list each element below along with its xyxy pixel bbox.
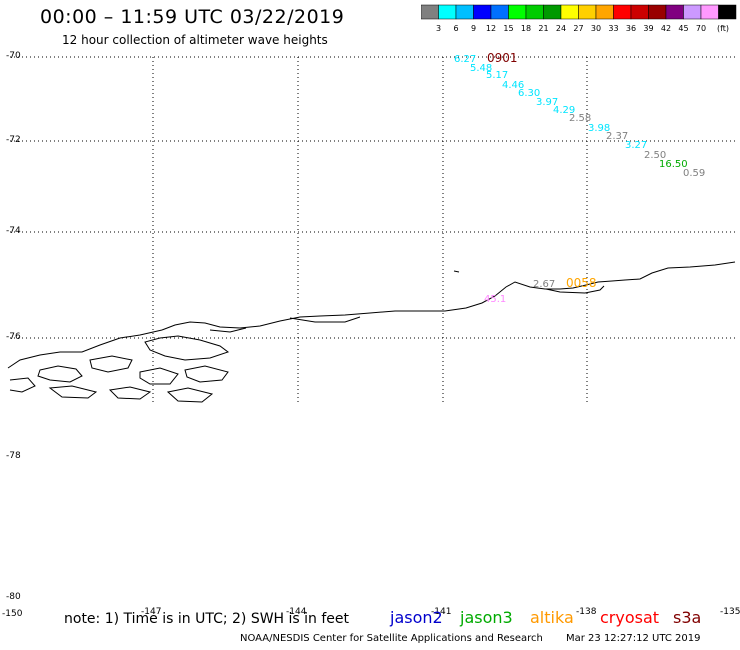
wave-height-label: 3.27 [625,140,647,151]
colorbar-tick-label: 45 [678,24,688,33]
colorbar-tick-label: 15 [503,24,513,33]
color-scale-legend: 3 6 9 12 15 18 21 24 27 30 33 36 39 42 45 70 (ft) [421,4,737,33]
island-5 [48,385,98,399]
wave-height-label: 6.27 [454,54,476,65]
shelf-inlet [545,285,605,294]
lat-label-80: -80 [6,592,21,602]
island-7 [166,387,214,403]
island-2 [89,355,133,373]
footer-note: note: 1) Time is in UTC; 2) SWH is in fe… [64,611,350,627]
wave-height-label: 16.50 [659,159,688,170]
sat-altika: altika [530,608,574,627]
island-6 [108,386,152,400]
ice-shelf-front [161,261,736,331]
wave-height-label: 2.50 [644,150,666,161]
colorbar-tick-label: 21 [538,24,548,33]
colorbar-tick-label: 30 [591,24,601,33]
wave-height-label: 0058 [566,276,597,290]
coastline [7,261,736,403]
colorbar-tick-label: 42 [661,24,671,33]
map-subtitle: 12 hour collection of altimeter wave hei… [62,33,328,47]
wave-height-label: 2.37 [606,131,628,142]
colorbar-tick-label: 39 [643,24,653,33]
colorbar-tick-label: 9 [471,24,476,33]
coast-west-1 [7,329,163,369]
colorbar-tick-label: 27 [573,24,583,33]
wave-height-label: 2.58 [569,113,591,124]
colorbar-swatch [718,4,737,20]
sat-s3a: s3a [673,608,702,627]
wave-height-label: 3.98 [588,123,610,134]
lon-label-147: -147 [141,607,162,617]
lon-label-135: -135 [720,607,740,617]
colorbar-tick-label: 24 [556,24,566,33]
island-3 [139,367,179,385]
lat-label-76: -76 [6,332,21,342]
colorbar-tick-label: 70 [696,24,706,33]
wave-height-label: 6.30 [518,88,540,99]
wave-height-label: 5.17 [486,70,508,81]
colorbar-unit: (ft) [717,24,729,33]
lon-label-141: -141 [431,607,452,617]
coast-west-2 [144,335,230,361]
lon-label-144: -144 [286,607,307,617]
island-1 [37,365,83,383]
colorbar-tick-label: 33 [608,24,618,33]
sat-cryosat: cryosat [600,608,660,627]
lon-label-150: -150 [2,609,23,619]
wave-height-observations: 6.27 09015.485.174.466.303.974.292.583.98… [454,51,705,305]
lat-label-78: -78 [6,451,21,461]
colorbar-tick-label: 12 [486,24,496,33]
wave-height-label: 2.67 [533,279,555,290]
wave-height-label: 5.48 [470,63,492,74]
shelf-channel [289,316,361,323]
sat-jason3: jason3 [460,608,513,627]
map-title: 00:00 – 11:59 UTC 03/22/2019 [40,6,345,28]
island-8 [9,377,36,393]
island-4 [184,365,229,383]
wave-height-label: 3.97 [536,97,558,108]
lat-label-72: -72 [6,135,21,145]
island-9 [209,327,247,333]
wave-height-label: 4.29 [553,105,575,116]
lon-label-138: -138 [576,607,597,617]
lat-label-70: -70 [6,51,21,61]
wave-height-label: 0901 [487,51,518,65]
lat-label-74: -74 [6,226,21,236]
colorbar-tick-label: 3 [436,24,441,33]
footer-generated-time: Mar 23 12:27:12 UTC 2019 [566,633,701,644]
lat-lon-grid [10,56,735,405]
colorbar-tick-label: 18 [521,24,531,33]
wave-height-label: 0.59 [683,168,705,179]
wave-height-label: 45.1 [484,294,506,305]
colorbar-tick-label: 6 [453,24,458,33]
colorbar-tick-label: 36 [626,24,636,33]
sat-jason2: jason2 [390,608,443,627]
footer-credit: NOAA/NESDIS Center for Satellite Applica… [240,633,543,644]
wave-height-label: 4.46 [502,80,524,91]
islet [453,270,460,273]
